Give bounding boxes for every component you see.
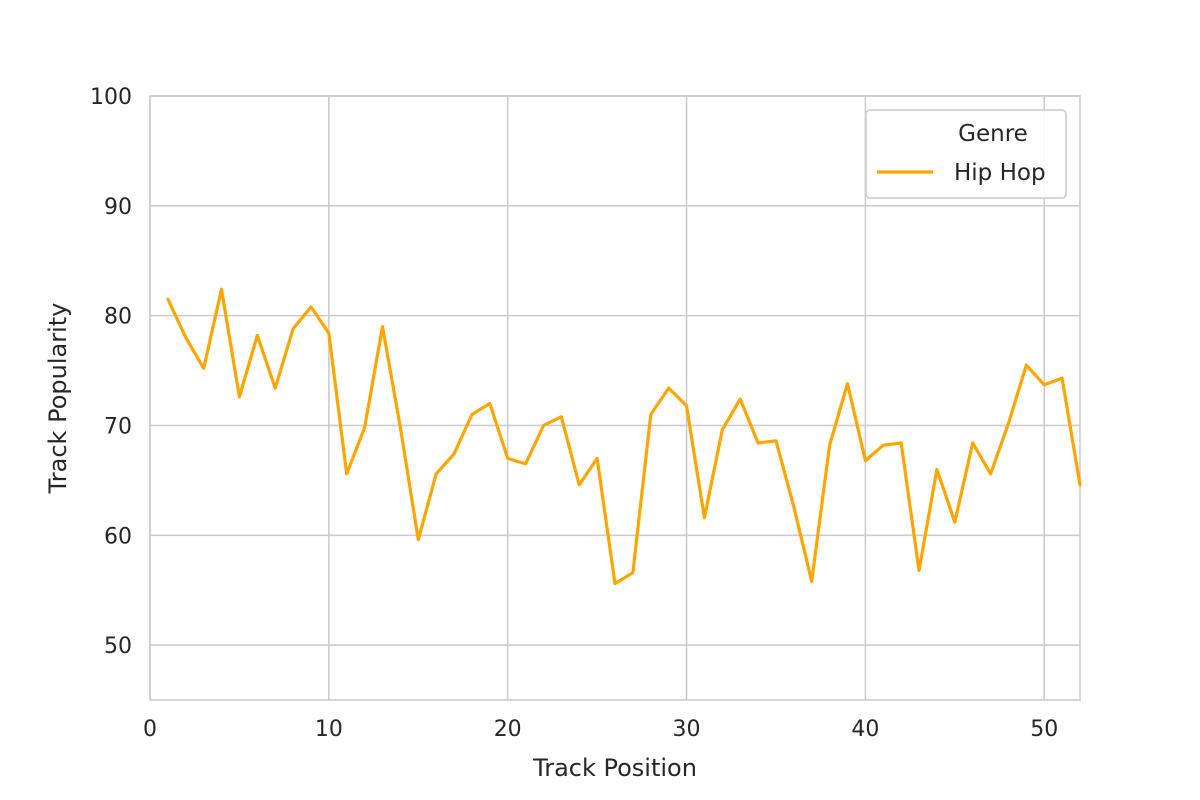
legend-box bbox=[865, 109, 1067, 199]
x-tick-label: 20 bbox=[494, 717, 522, 742]
legend: Genre Hip Hop bbox=[865, 109, 1067, 199]
y-axis-ticks: 50 60 70 80 90 100 bbox=[90, 85, 132, 659]
legend-label-hip-hop: Hip Hop bbox=[954, 160, 1046, 186]
y-axis-label: Track Popularity bbox=[44, 303, 72, 495]
y-tick-label: 80 bbox=[104, 305, 132, 330]
y-tick-label: 100 bbox=[90, 85, 132, 110]
series-line-hip-hop bbox=[166, 287, 1082, 586]
x-tick-label: 40 bbox=[851, 717, 879, 742]
x-tick-label: 30 bbox=[673, 717, 701, 742]
x-tick-label: 10 bbox=[315, 717, 343, 742]
y-tick-label: 60 bbox=[104, 524, 132, 549]
x-tick-label: 0 bbox=[143, 717, 157, 742]
y-tick-label: 70 bbox=[104, 414, 132, 439]
y-tick-label: 50 bbox=[104, 634, 132, 659]
y-tick-label: 90 bbox=[104, 195, 132, 220]
plot-frame bbox=[149, 95, 1081, 701]
series-layer bbox=[166, 287, 1082, 586]
x-axis-ticks: 0 10 20 30 40 50 bbox=[143, 717, 1058, 742]
legend-title: Genre bbox=[958, 121, 1028, 147]
x-tick-label: 50 bbox=[1030, 717, 1058, 742]
x-axis-label: Track Position bbox=[532, 754, 697, 782]
